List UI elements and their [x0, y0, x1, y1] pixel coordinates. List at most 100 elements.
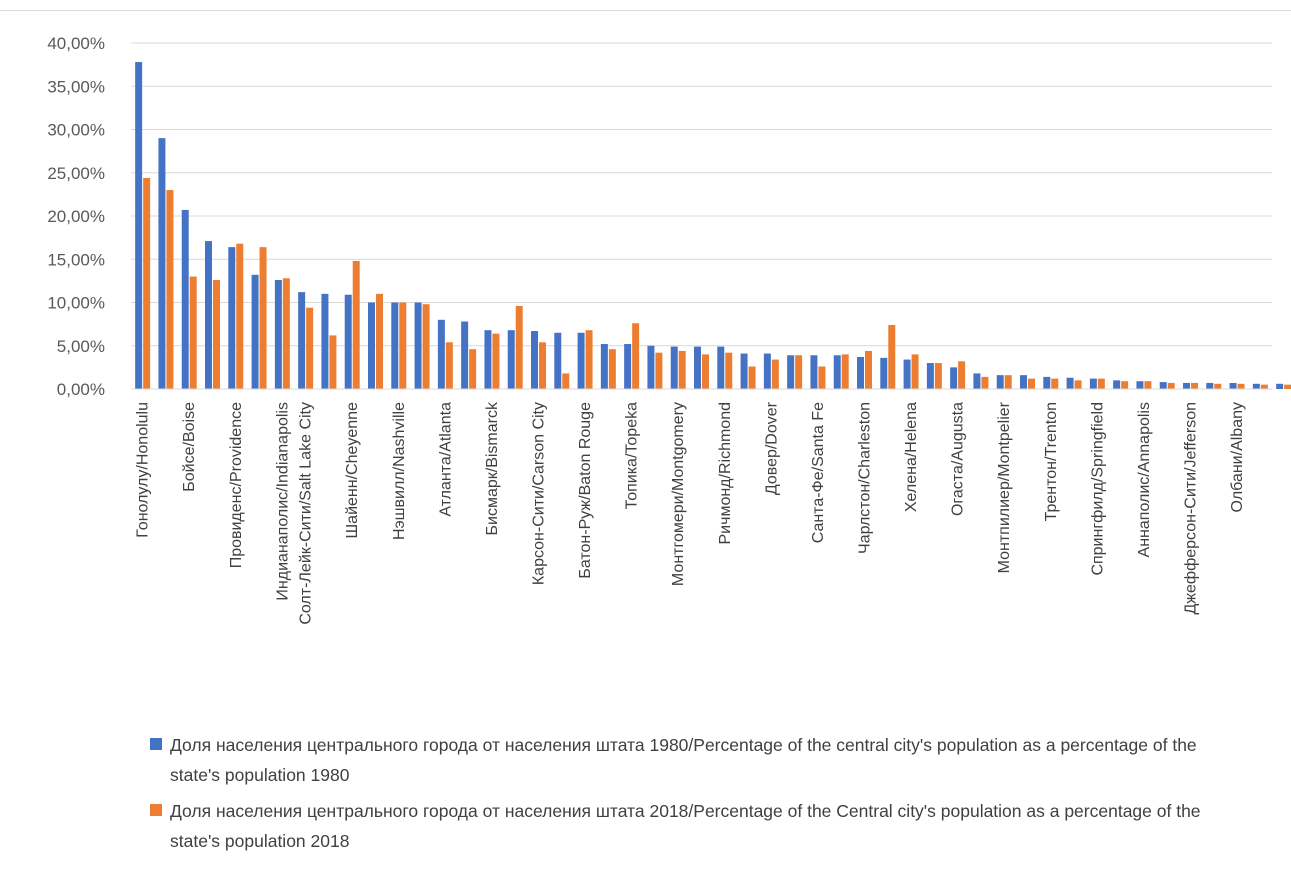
bar-1980 — [414, 302, 422, 389]
bar-1980 — [694, 346, 701, 389]
x-category-label: Провиденс/Providence — [228, 402, 245, 568]
bar-2018 — [1191, 382, 1198, 389]
x-category-label: Аннаполис/Annapolis — [1136, 402, 1153, 557]
top-rule — [0, 10, 1291, 11]
bar-1980 — [973, 373, 981, 389]
bar-1980 — [810, 355, 818, 389]
y-tick-label: 15,00% — [47, 250, 105, 269]
bar-2018 — [1167, 382, 1175, 389]
bar-2018 — [236, 243, 244, 389]
bar-1980 — [1020, 375, 1027, 389]
bar-2018 — [492, 333, 500, 389]
x-category-label: Монтгомери/Montgomery — [670, 402, 687, 586]
bar-2018 — [1004, 375, 1012, 389]
bar-2018 — [445, 342, 453, 389]
bar-2018 — [888, 324, 896, 389]
bar-2018 — [352, 260, 360, 389]
bar-1980 — [1206, 382, 1214, 389]
bar-1980 — [298, 292, 306, 389]
bar-2018 — [795, 355, 803, 389]
bar-2018 — [306, 307, 314, 389]
bar-1980 — [135, 62, 143, 389]
bar-1980 — [670, 346, 678, 389]
x-category-label: Чарлстон/Charleston — [857, 402, 874, 554]
bar-2018 — [1260, 384, 1268, 389]
bar-1980 — [763, 353, 771, 389]
bar-1980 — [368, 302, 375, 389]
bar-2018 — [469, 349, 477, 389]
bar-2018 — [865, 350, 872, 389]
bar-2018 — [632, 323, 640, 389]
bar-1980 — [926, 363, 934, 389]
legend-label-1980: Доля населения центрального города от на… — [170, 735, 1197, 785]
bar-2018 — [585, 330, 593, 389]
x-category-label: Ричмонд/Richmond — [717, 402, 734, 545]
bar-2018 — [422, 304, 430, 389]
bar-2018 — [1237, 383, 1245, 389]
legend: Доля населения центрального города от на… — [150, 730, 1210, 862]
y-tick-label: 20,00% — [47, 207, 105, 226]
bar-1980 — [903, 359, 911, 389]
x-category-label: Бойсе/Boise — [181, 402, 198, 492]
x-category-label: Огаста/Augusta — [950, 402, 967, 516]
bar-2018 — [678, 350, 686, 389]
bar-1980 — [1043, 376, 1051, 389]
bar-2018 — [981, 376, 989, 389]
bar-2018 — [1214, 383, 1222, 389]
bar-1980 — [391, 302, 399, 389]
bar-2018 — [702, 354, 709, 389]
bar-1980 — [833, 355, 841, 389]
bar-1980 — [950, 367, 958, 389]
bar-1980 — [437, 319, 445, 389]
x-category-label: Солт-Лейк-Сити/Salt Lake City — [298, 402, 315, 625]
x-category-label: Шайенн/Cheyenne — [344, 402, 361, 539]
y-tick-label: 10,00% — [47, 294, 105, 313]
y-tick-label: 25,00% — [47, 164, 105, 183]
bar-1980 — [531, 331, 538, 389]
bar-2018 — [608, 349, 616, 389]
x-category-label: Карсон-Сити/Carson City — [531, 402, 548, 585]
bar-2018 — [655, 352, 663, 389]
bar-1980 — [461, 321, 469, 389]
bar-1980 — [158, 138, 166, 389]
x-category-label: Санта-Фе/Santa Fe — [810, 402, 827, 543]
bar-1980 — [507, 330, 515, 389]
x-category-label: Бисмарк/Bismarck — [484, 401, 501, 535]
bar-1980 — [1252, 383, 1260, 389]
bar-2018 — [1028, 378, 1035, 389]
bar-1980 — [1183, 382, 1190, 389]
bar-1980 — [1276, 383, 1284, 389]
bar-2018 — [143, 177, 151, 389]
legend-item-2018: Доля населения центрального города от на… — [150, 796, 1210, 856]
bar-1980 — [624, 344, 632, 389]
bar-2018 — [166, 190, 174, 389]
bar-2018 — [399, 302, 407, 389]
x-category-label: Олбани/Albany — [1229, 402, 1246, 512]
bar-1980 — [857, 356, 864, 389]
x-category-label: Монтпилиер/Montpelier — [996, 401, 1013, 573]
x-category-label: Хелена/Helena — [903, 402, 920, 512]
bar-2018 — [562, 373, 570, 389]
bar-2018 — [1074, 380, 1082, 389]
bar-1980 — [1113, 380, 1121, 389]
bar-1980 — [181, 209, 189, 389]
x-category-label: Топика/Topeka — [624, 402, 641, 509]
bar-2018 — [958, 361, 966, 389]
x-category-label: Трентон/Trenton — [1043, 402, 1060, 521]
bar-2018 — [376, 293, 383, 389]
bar-1980 — [321, 293, 329, 389]
x-category-label: Индианаполис/Indianapolis — [274, 402, 291, 601]
bar-2018 — [1121, 381, 1129, 389]
bar-1980 — [205, 241, 212, 389]
bar-1980 — [880, 357, 888, 389]
bar-1980 — [717, 346, 725, 389]
x-category-label: Гонолулу/Honolulu — [135, 402, 152, 538]
bar-1980 — [1066, 377, 1074, 389]
x-category-label: Атланта/Atlanta — [437, 402, 454, 517]
bar-2018 — [911, 354, 919, 389]
y-tick-label: 35,00% — [47, 77, 105, 96]
y-tick-label: 30,00% — [47, 121, 105, 140]
bar-2018 — [1097, 378, 1105, 389]
